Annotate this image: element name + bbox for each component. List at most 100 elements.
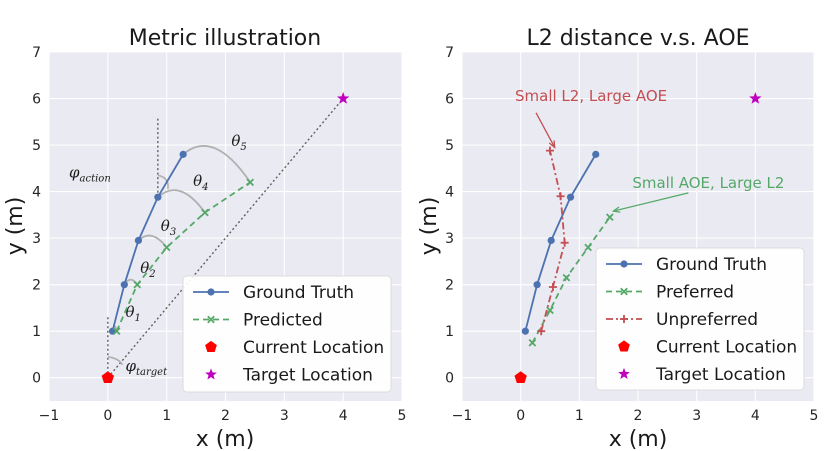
phi-symbol: φ — [69, 164, 80, 182]
theta-arc — [157, 189, 206, 214]
special-points — [101, 92, 350, 383]
x-tick-label: 4 — [751, 408, 760, 424]
theta-subscript: 1 — [135, 313, 141, 324]
phi-subscript: action — [80, 174, 111, 185]
legend-entry: Ground Truth — [193, 283, 354, 303]
legend-marker — [205, 368, 217, 380]
y-tick-label: 2 — [32, 278, 41, 294]
data-point — [201, 208, 209, 217]
y-tick-label: 0 — [445, 371, 454, 387]
special-points — [514, 92, 762, 383]
data-point — [546, 306, 554, 315]
phi-target-label: φtarget — [125, 357, 168, 378]
data-point — [606, 213, 614, 222]
annotation-arrow-line — [613, 192, 689, 212]
data-point — [120, 281, 128, 289]
legend-marker — [620, 315, 628, 323]
theta-symbol: θ — [193, 172, 202, 190]
chart-title: Metric illustration — [129, 26, 321, 51]
data-point — [560, 238, 569, 247]
annotation-arrow-head — [548, 140, 556, 149]
data-point — [112, 327, 121, 336]
y-tick-label: 0 — [32, 371, 41, 387]
legend-box — [595, 247, 805, 391]
data-point — [547, 236, 555, 245]
legend-entry: Predicted — [193, 311, 323, 331]
legend-entry: Target Location — [205, 366, 373, 386]
phi-target-arc — [107, 355, 124, 366]
legend-entry: Target Location — [618, 365, 786, 385]
theta-label-2: θ2 — [140, 259, 155, 280]
legend-marker — [205, 340, 217, 352]
data-point — [562, 273, 571, 282]
theta-label-5: θ5 — [231, 132, 246, 153]
x-tick-label: 1 — [575, 408, 584, 424]
legend-marker — [618, 367, 630, 379]
target-location-marker — [336, 92, 350, 104]
series-group — [108, 150, 255, 336]
x-tick-label: 3 — [692, 408, 701, 424]
legend: Ground Truth Predicted Current Location Tar… — [182, 275, 392, 393]
theta-label-4: θ4 — [193, 172, 208, 193]
series-predicted — [112, 178, 255, 336]
legend-entry: Preferred — [606, 283, 734, 303]
legend-label: Ground Truth — [243, 283, 354, 303]
theta-subscript: 2 — [148, 269, 155, 280]
theta-arc — [182, 145, 251, 183]
x-tick-label: 0 — [516, 408, 525, 424]
theta-subscript: 5 — [240, 142, 246, 153]
data-point — [592, 150, 600, 158]
legend-marker — [207, 315, 215, 324]
legend-label: Unpreferred — [656, 310, 758, 330]
l2-vs-aoe-chart: Small L2, Large AOE Small AOE, Large L2 −… — [417, 26, 818, 451]
x-tick-label: −1 — [452, 408, 473, 424]
legend-marker — [207, 288, 215, 296]
legend-label: Target Location — [242, 366, 373, 386]
data-point — [134, 236, 143, 245]
y-axis-label: y (m) — [417, 197, 442, 256]
data-point — [546, 146, 554, 155]
target-location-marker — [749, 92, 762, 104]
x-axis-label: x (m) — [609, 427, 668, 451]
y-tick-label: 5 — [445, 138, 454, 154]
y-tick-label: 6 — [32, 92, 41, 108]
theta-symbol: θ — [140, 259, 149, 277]
current-location-marker — [514, 371, 527, 383]
data-point — [162, 243, 171, 252]
data-point — [528, 338, 537, 347]
series-ground-truth — [521, 150, 600, 335]
phi-action-arc — [157, 174, 169, 190]
legend-label: Predicted — [243, 311, 323, 331]
legend-marker — [620, 260, 628, 268]
legend: Ground Truth Preferred Unpreferred Current … — [595, 247, 805, 391]
y-tick-label: 7 — [445, 45, 454, 61]
annotation-text: Small AOE, Large L2 — [632, 174, 784, 192]
y-tick-label: 3 — [32, 231, 41, 247]
y-tick-label: 4 — [32, 185, 41, 201]
y-tick-label: 4 — [445, 185, 454, 201]
y-tick-label: 1 — [32, 324, 41, 340]
data-point — [548, 282, 557, 291]
y-tick-label: 6 — [445, 92, 454, 108]
theta-symbol: θ — [161, 217, 170, 235]
current-location-marker — [101, 371, 115, 383]
legend-entry: Current Location — [618, 338, 797, 358]
series-line — [115, 181, 251, 332]
annotation-arrow-line — [535, 112, 556, 148]
series-group — [521, 146, 614, 347]
y-tick-label: 3 — [445, 231, 454, 247]
x-tick-label: 0 — [103, 408, 112, 424]
theta-subscript: 4 — [201, 182, 208, 193]
theta-subscript: 3 — [170, 227, 176, 238]
data-point — [556, 192, 565, 201]
annotation-text: Small L2, Large AOE — [515, 87, 667, 105]
x-tick-label: 5 — [810, 408, 819, 424]
legend-label: Current Location — [656, 338, 797, 358]
legend-marker — [618, 340, 630, 352]
data-point — [584, 243, 592, 252]
legend-label: Current Location — [243, 338, 384, 358]
annotations: Small L2, Large AOE Small AOE, Large L2 — [515, 87, 784, 213]
theta-symbol: θ — [231, 132, 240, 150]
